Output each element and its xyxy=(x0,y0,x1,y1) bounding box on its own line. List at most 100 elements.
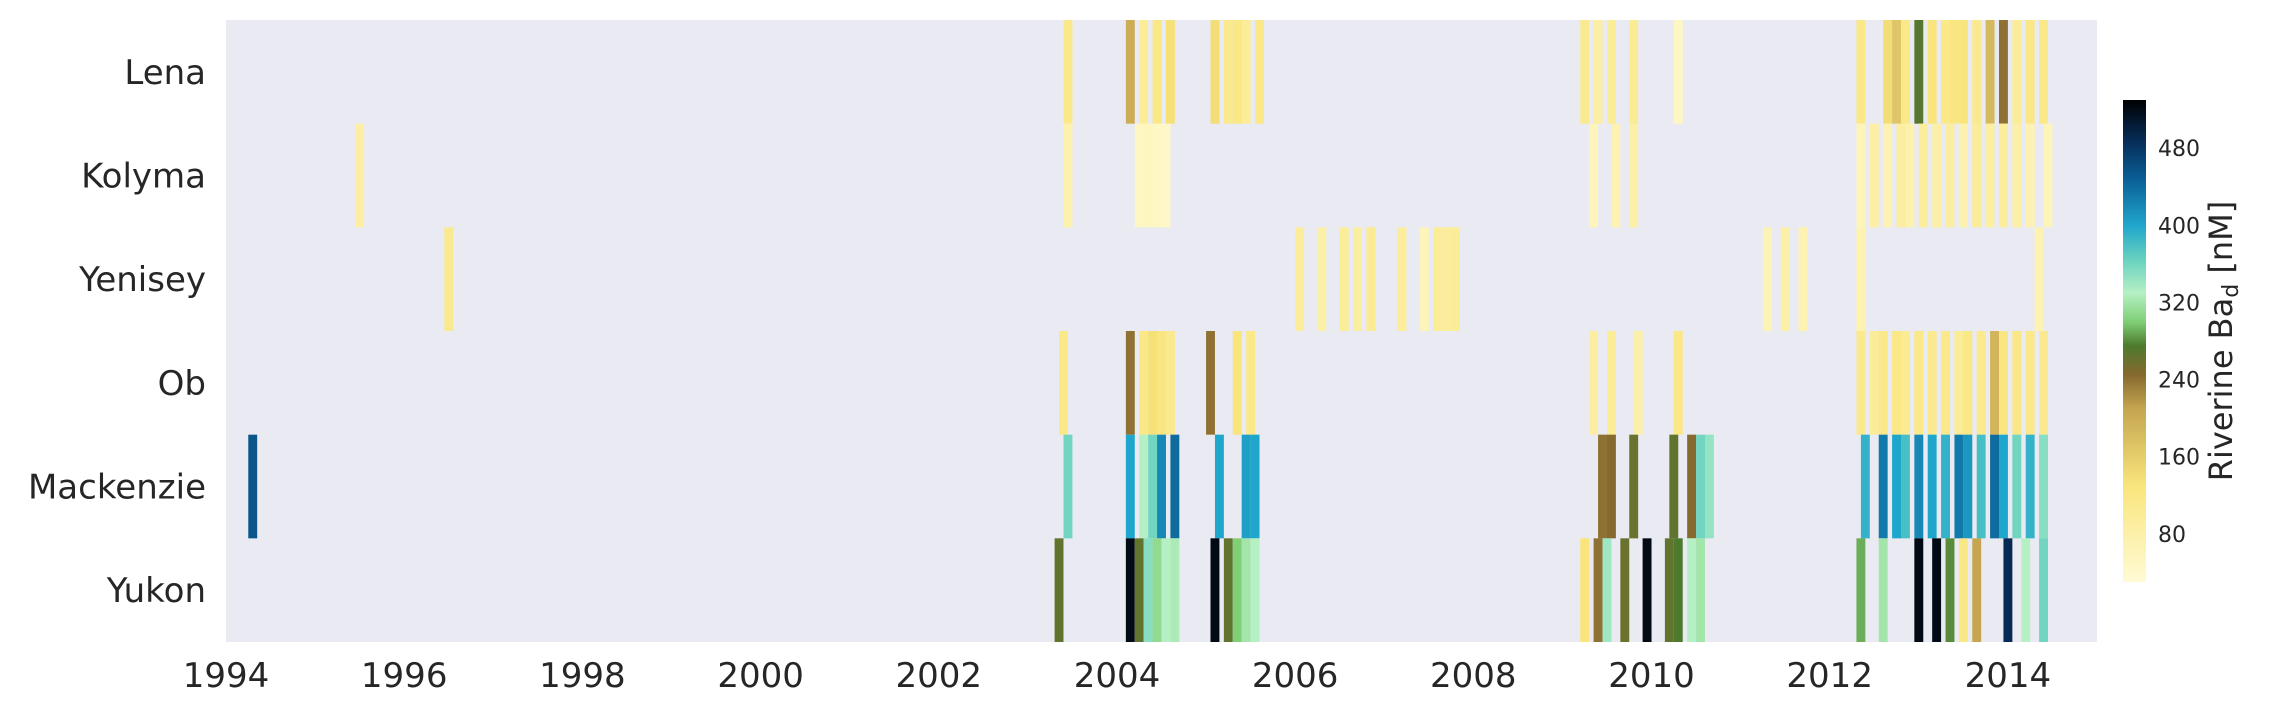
colorbar-label-unit: [nM] xyxy=(2202,201,2240,284)
heat-bar-yukon xyxy=(1580,538,1590,642)
heat-bar-lena xyxy=(2012,20,2022,124)
data-bars xyxy=(248,20,2053,642)
heat-bar-lena xyxy=(1914,20,1924,124)
heat-bar-mackenzie xyxy=(1598,434,1607,539)
heat-bar-ob xyxy=(1633,331,1643,435)
heat-bar-mackenzie xyxy=(1696,434,1705,539)
heat-bar-mackenzie xyxy=(1954,434,1964,539)
year-tick-labels: 1994 1996 1998 2000 2002 2004 2006 2008 2010 2012… xyxy=(183,656,2051,696)
heat-bar-lena xyxy=(1883,20,1893,124)
heat-bar-ob xyxy=(2025,331,2035,435)
heat-bar-yenisey xyxy=(444,227,454,331)
heat-bar-mackenzie xyxy=(1125,434,1135,539)
heat-bar-lena xyxy=(1125,20,1135,124)
heat-bar-kolyma xyxy=(1063,123,1073,228)
heat-bar-lena xyxy=(1972,20,1982,124)
heat-bar-lena xyxy=(1856,20,1866,124)
colorbar-gradient xyxy=(2123,100,2146,582)
heat-bar-yukon xyxy=(1972,538,1982,642)
heat-bar-ob xyxy=(1673,331,1683,435)
year-tick-2012: 2012 xyxy=(1786,656,1873,696)
heat-bar-mackenzie xyxy=(1892,434,1901,539)
heat-bar-ob xyxy=(1900,331,1910,435)
colorbar-tick-400: 400 xyxy=(2158,214,2200,239)
heat-bar-yenisey xyxy=(1397,227,1407,331)
heat-bar-kolyma xyxy=(1856,123,1866,228)
heat-bar-yenisey xyxy=(1295,227,1305,331)
heat-bar-ob xyxy=(1941,331,1950,435)
heat-bar-kolyma xyxy=(1985,123,1995,228)
heat-bar-kolyma xyxy=(1629,123,1639,228)
heat-bar-yenisey xyxy=(1798,227,1808,331)
heat-bar-yenisey xyxy=(1353,227,1362,331)
river-label-lena: Lena xyxy=(124,53,206,93)
river-tick-labels: Lena Kolyma Yenisey Ob Mackenzie Yukon xyxy=(28,53,206,611)
heat-bar-lena xyxy=(1629,20,1639,124)
heat-bar-mackenzie xyxy=(1999,434,2008,539)
heat-bar-lena xyxy=(1255,20,1264,124)
river-label-ob: Ob xyxy=(158,364,206,404)
heat-bar-kolyma xyxy=(355,123,365,228)
year-tick-2006: 2006 xyxy=(1252,656,1339,696)
heat-bar-yukon xyxy=(1250,538,1260,642)
heat-bar-lena xyxy=(1210,20,1220,124)
colorbar-label-subscript: d xyxy=(2219,284,2244,298)
heat-bar-kolyma xyxy=(1932,123,1942,228)
heat-bar-yukon xyxy=(1664,538,1674,642)
heat-bar-yukon xyxy=(1878,538,1888,642)
heat-bar-ob xyxy=(1892,331,1901,435)
year-tick-1996: 1996 xyxy=(361,656,448,696)
heat-bar-lena xyxy=(1958,20,1968,124)
heat-bar-yenisey xyxy=(1856,227,1866,331)
heat-bar-ob xyxy=(1059,331,1068,435)
heat-bar-kolyma xyxy=(1958,123,1968,228)
heat-bar-mackenzie xyxy=(1214,434,1224,539)
heat-bar-ob xyxy=(2012,331,2022,435)
heat-bar-lena xyxy=(1949,20,1959,124)
heat-bar-lena xyxy=(1232,20,1242,124)
colorbar-label: Riverine Bad [nM] xyxy=(2202,201,2244,482)
year-tick-1994: 1994 xyxy=(183,656,270,696)
heat-bar-yukon xyxy=(1958,538,1968,642)
heat-bar-yukon xyxy=(1152,538,1162,642)
heat-bar-mackenzie xyxy=(2025,434,2035,539)
heat-bar-ob xyxy=(1999,331,2008,435)
year-tick-2002: 2002 xyxy=(896,656,983,696)
colorbar-tick-80: 80 xyxy=(2158,523,2186,548)
heat-bar-mackenzie xyxy=(1063,434,1073,539)
heat-bar-yukon xyxy=(1687,538,1697,642)
river-label-yenisey: Yenisey xyxy=(78,260,206,300)
heat-bar-ob xyxy=(1927,331,1937,435)
heat-bar-yenisey xyxy=(1442,227,1452,331)
colorbar-tick-240: 240 xyxy=(2158,369,2200,394)
heat-bar-yenisey xyxy=(1762,227,1772,331)
heat-bar-mackenzie xyxy=(1606,434,1616,539)
heat-bar-mackenzie xyxy=(1687,434,1697,539)
heat-bar-kolyma xyxy=(2043,123,2053,228)
heat-bar-yenisey xyxy=(1317,227,1327,331)
heat-bar-kolyma xyxy=(1143,123,1153,228)
heat-bar-kolyma xyxy=(2012,123,2022,228)
heat-bar-mackenzie xyxy=(1860,434,1870,539)
heat-bar-yukon xyxy=(1945,538,1955,642)
heat-bar-yukon xyxy=(1210,538,1220,642)
heat-bar-mackenzie xyxy=(1990,434,1999,539)
heat-bar-yukon xyxy=(1696,538,1705,642)
colorbar: 80 160 240 320 400 480 Riverine Bad [nM] xyxy=(2123,100,2244,582)
heat-bar-yukon xyxy=(1602,538,1612,642)
heat-bar-ob xyxy=(1990,331,1999,435)
year-tick-2004: 2004 xyxy=(1074,656,1161,696)
heat-bar-mackenzie xyxy=(1157,434,1166,539)
heat-bar-kolyma xyxy=(1611,123,1621,228)
heat-bar-yenisey xyxy=(1451,227,1460,331)
year-tick-2000: 2000 xyxy=(717,656,804,696)
heat-bar-lena xyxy=(1900,20,1910,124)
heat-bar-ob xyxy=(1963,331,1973,435)
heat-bar-kolyma xyxy=(1905,123,1915,228)
heat-bar-mackenzie xyxy=(1878,434,1888,539)
heat-bar-yukon xyxy=(1170,538,1180,642)
heat-bar-yukon xyxy=(1143,538,1153,642)
heat-bar-yukon xyxy=(1223,538,1233,642)
heat-bar-mackenzie xyxy=(1900,434,1910,539)
